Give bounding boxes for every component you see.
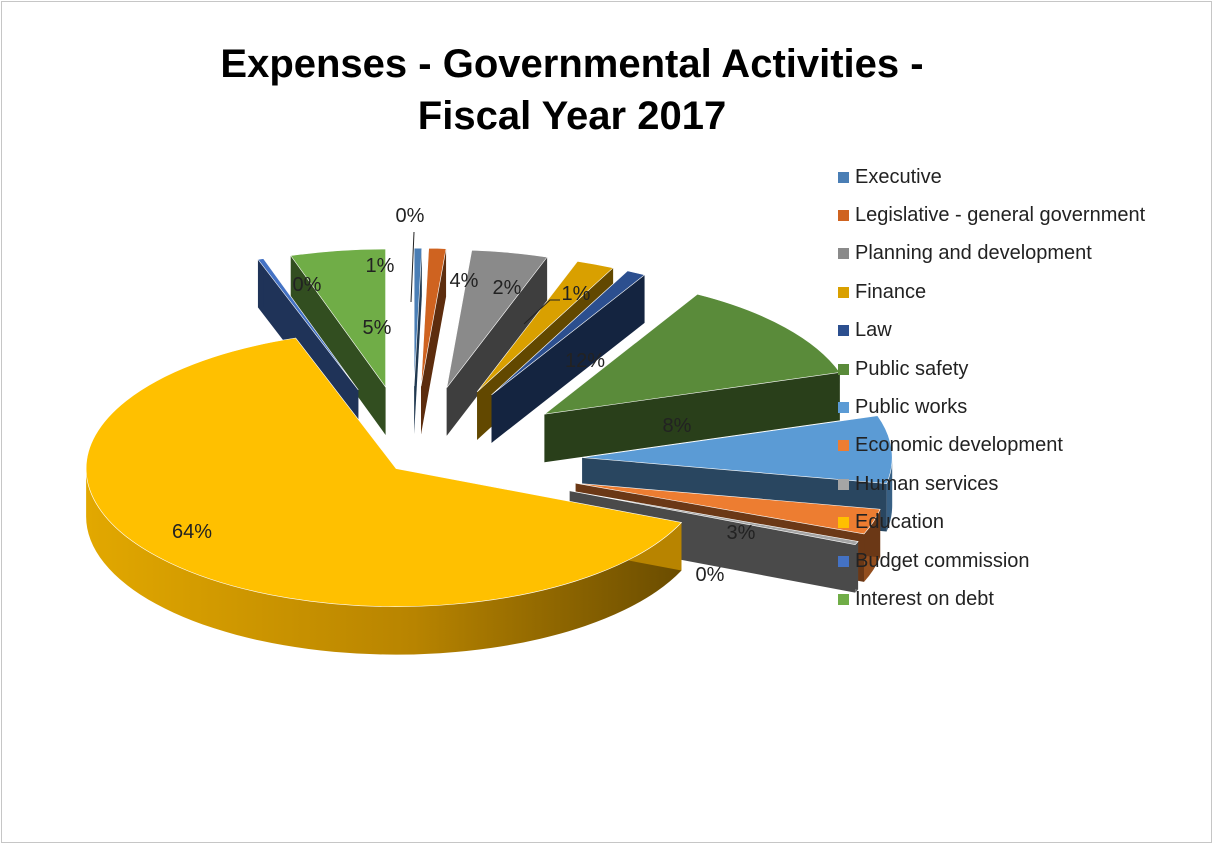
legend-swatch [838, 248, 849, 260]
data-label-3: 2% [493, 277, 522, 299]
legend-swatch [838, 555, 849, 567]
data-label-2: 4% [450, 270, 479, 292]
slice-finance [476, 260, 614, 393]
legend-item: Education [838, 504, 1145, 542]
data-label-6: 8% [663, 415, 692, 437]
pie-leaders [410, 231, 560, 325]
data-label-8: 0% [696, 564, 725, 586]
legend-label: Public safety [855, 357, 969, 380]
legend-item: Economic development [838, 427, 1145, 465]
legend-item: Interest on debt [838, 580, 1145, 618]
slice-law [491, 270, 646, 396]
data-label-11: 5% [363, 317, 392, 339]
legend: Executive Legislative - general governmen… [838, 158, 1145, 619]
slice-cut-2-1 [446, 257, 548, 436]
slice-planning-and-development [446, 249, 548, 388]
legend-swatch [838, 210, 849, 222]
data-label-0: 0% [396, 205, 425, 227]
slice-interest-on-debt [290, 248, 386, 388]
slice-cut-5-1 [544, 372, 840, 463]
data-label-5: 12% [565, 350, 605, 372]
legend-label: Finance [855, 280, 927, 303]
leader-line-0 [410, 231, 415, 303]
legend-swatch [838, 325, 849, 337]
legend-label: Legislative - general government [855, 204, 1146, 227]
data-label-10: 0% [293, 274, 322, 296]
legend-swatch [838, 286, 849, 298]
data-label-9: 64% [172, 521, 212, 543]
chart-title-line-1: Expenses - Governmental Activities - [220, 42, 924, 86]
slice-executive [413, 247, 423, 387]
slice-cut-11-0 [290, 255, 386, 436]
chart-title-line-2: Fiscal Year 2017 [417, 94, 727, 138]
legend-swatch [838, 478, 849, 490]
legend-item: Executive [838, 158, 1145, 196]
legend-swatch [838, 517, 849, 529]
slice-public-safety [543, 293, 841, 415]
slice-budget-commission [257, 258, 359, 391]
legend-swatch [838, 440, 849, 452]
legend-item: Human services [838, 465, 1145, 503]
legend-label: Public works [855, 396, 968, 419]
legend-item: Legislative - general government [838, 196, 1145, 234]
legend-label: Economic development [855, 434, 1063, 457]
slice-education [85, 337, 683, 607]
legend-label: Education [855, 511, 944, 534]
legend-swatch [838, 593, 849, 605]
legend-label: Budget commission [855, 549, 1030, 572]
legend-swatch [838, 402, 849, 414]
legend-label: Law [855, 319, 892, 342]
legend-item: Law [838, 312, 1145, 350]
legend-item: Budget commission [838, 542, 1145, 580]
chart-title: Expenses - Governmental Activities - Fis… [132, 38, 1012, 142]
data-label-1: 1% [366, 255, 395, 277]
slice-cut-0-1 [414, 248, 422, 435]
legend-label: Human services [855, 472, 999, 495]
legend-item: Planning and development [838, 235, 1145, 273]
legend-item: Public safety [838, 350, 1145, 388]
pie-tops [85, 247, 893, 607]
legend-label: Executive [855, 165, 942, 188]
legend-label: Planning and development [855, 242, 1092, 265]
legend-swatch [838, 363, 849, 375]
pie-labels: 0%1%4% 2% 1%12%8%3%0%64%0%5% [172, 205, 756, 586]
slice-cut-4-1 [491, 274, 645, 443]
slice-side-9 [86, 468, 682, 655]
slice-cut-1-1 [421, 248, 447, 435]
slice-public-works [582, 415, 893, 484]
slice-human-services [569, 490, 859, 545]
legend-item: Finance [838, 273, 1145, 311]
slice-side-6 [886, 457, 893, 532]
slice-economic-development [575, 482, 881, 535]
data-label-7: 3% [727, 522, 756, 544]
legend-item: Public works [838, 388, 1145, 426]
slice-legislative-general-government [420, 247, 447, 387]
leader-line-4 [523, 299, 560, 325]
legend-label: Interest on debt [855, 587, 994, 610]
data-label-4: 1% [562, 283, 591, 305]
legend-swatch [838, 171, 849, 183]
